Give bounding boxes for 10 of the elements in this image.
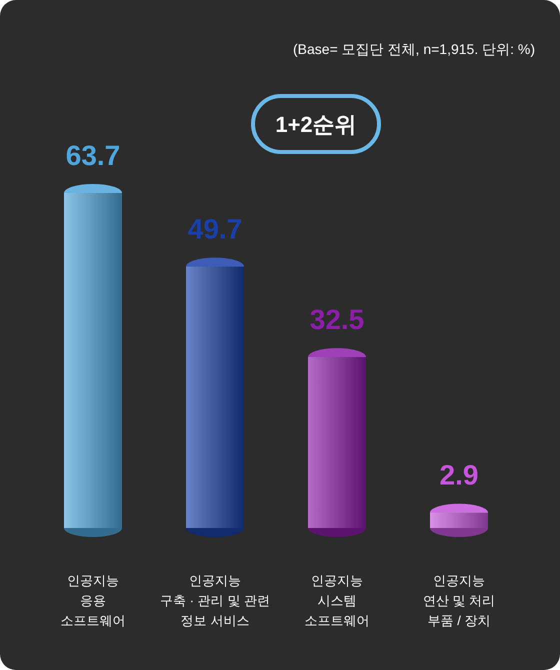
data-label: 2.9	[440, 460, 478, 491]
category-label: 인공지능 응용 소프트웨어	[60, 573, 126, 628]
category-label: 인공지능 시스템 소프트웨어	[304, 573, 370, 628]
data-label: 32.5	[310, 304, 364, 336]
subtitle: 1+2순위	[275, 112, 357, 137]
annotation: (Base= 모집단 전체, n=1,915. 단위: %)	[293, 41, 535, 57]
category-label: 인공지능 구축 · 관리 및 관련 정보 서비스	[160, 573, 270, 628]
data-label: 49.7	[188, 214, 242, 245]
data-label: 63.7	[66, 140, 120, 171]
category-label: 인공지능 연산 및 처리 부품 / 장치	[422, 573, 496, 628]
